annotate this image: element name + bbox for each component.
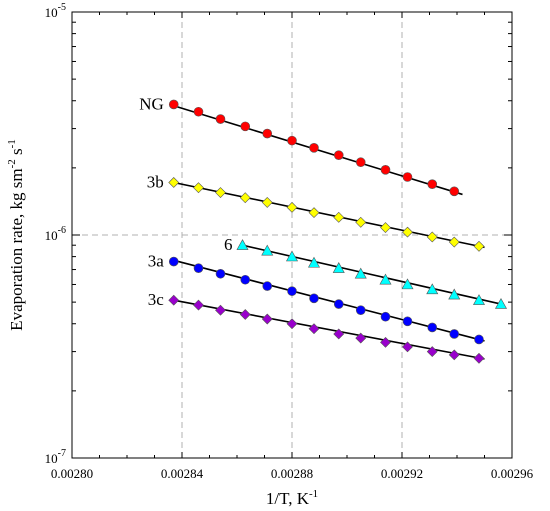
fit-line-6 xyxy=(242,244,502,305)
point-3a xyxy=(333,299,344,309)
series-label-3a: 3a xyxy=(148,252,165,271)
point-6 xyxy=(236,239,249,250)
point-3a xyxy=(380,311,391,322)
point-3b xyxy=(193,182,204,194)
fit-lines xyxy=(173,104,502,360)
point-3a xyxy=(309,293,319,304)
point-3a xyxy=(215,268,226,279)
grid-lines xyxy=(72,12,512,458)
point-ng xyxy=(287,135,297,146)
point-ng xyxy=(427,179,438,189)
point-ng xyxy=(449,186,460,197)
point-3c xyxy=(215,304,226,316)
y-tick-label: 10-5 xyxy=(45,2,66,20)
point-3c xyxy=(193,299,204,311)
y-tick-label: 10-7 xyxy=(45,448,66,466)
point-3b xyxy=(308,207,320,219)
point-3b xyxy=(426,231,438,243)
x-axis-title-main: 1/T, K xyxy=(266,489,310,508)
point-6 xyxy=(285,250,299,262)
x-axis-title-sup: -1 xyxy=(309,488,318,500)
point-3a xyxy=(427,322,438,333)
point-3c xyxy=(426,346,438,358)
point-6 xyxy=(448,288,461,300)
point-3c xyxy=(402,341,413,353)
point-3b xyxy=(168,177,180,188)
point-3a xyxy=(193,263,204,273)
point-ng xyxy=(333,150,344,160)
point-3c xyxy=(239,309,251,320)
point-ng xyxy=(355,157,366,168)
series-label-6: 6 xyxy=(224,235,233,254)
point-3a xyxy=(287,286,297,296)
point-ng xyxy=(193,106,204,117)
point-3b xyxy=(239,192,251,204)
point-6 xyxy=(401,278,414,290)
x-tick-label: 0.00284 xyxy=(161,466,204,481)
point-3b xyxy=(333,211,345,223)
point-3a xyxy=(262,281,273,291)
y-axis-title-mid: s xyxy=(7,148,26,159)
point-3a xyxy=(449,329,460,339)
data-points xyxy=(168,99,508,364)
point-3c xyxy=(355,332,367,344)
point-ng xyxy=(168,99,179,110)
point-3c xyxy=(380,336,391,348)
x-tick-label: 0.00296 xyxy=(491,466,534,481)
series-label-3c: 3c xyxy=(148,290,165,309)
point-3b xyxy=(380,222,391,233)
y-axis-title-main: Evaporation rate, kg sm xyxy=(7,168,26,330)
point-6 xyxy=(494,297,508,309)
y-axis-title-sup1: -2 xyxy=(6,159,18,168)
y-axis-title-sup2: -1 xyxy=(6,139,18,148)
point-ng xyxy=(240,121,251,132)
point-6 xyxy=(354,267,367,279)
series-labels: NG 3b 6 3a 3c xyxy=(139,94,232,309)
point-3c xyxy=(448,349,460,361)
point-3c xyxy=(333,328,345,340)
point-3b xyxy=(355,216,367,228)
point-3b xyxy=(215,187,226,198)
point-3a xyxy=(402,316,413,327)
point-3a xyxy=(474,334,484,345)
x-tick-label: 0.00280 xyxy=(51,466,93,481)
point-3b xyxy=(286,201,298,213)
y-tick-label: 10-6 xyxy=(45,225,66,243)
series-label-3b: 3b xyxy=(147,172,164,191)
point-6 xyxy=(332,262,345,273)
point-3a xyxy=(240,274,251,285)
point-3c xyxy=(168,294,180,306)
point-6 xyxy=(307,256,321,268)
point-3c xyxy=(308,323,320,335)
point-6 xyxy=(472,294,486,305)
point-3c xyxy=(261,313,273,325)
point-3c xyxy=(286,318,298,330)
point-3a xyxy=(355,305,366,316)
point-6 xyxy=(379,273,392,285)
point-3c xyxy=(473,352,485,364)
point-ng xyxy=(215,114,226,124)
point-3b xyxy=(402,226,413,238)
x-tick-label: 0.00292 xyxy=(381,466,423,481)
series-label-ng: NG xyxy=(139,94,164,113)
point-6 xyxy=(261,244,274,256)
y-axis-title: Evaporation rate, kg sm-2 s-1 xyxy=(6,139,26,331)
point-3b xyxy=(473,240,485,252)
point-ng xyxy=(262,128,273,139)
x-axis-title: 1/T, K-1 xyxy=(266,488,318,508)
axis-ticks: 0.00280 0.00284 0.00288 0.00292 0.00296 10-7 1… xyxy=(45,2,534,481)
point-3a xyxy=(168,256,179,267)
point-ng xyxy=(380,165,391,175)
x-tick-label: 0.00288 xyxy=(271,466,313,481)
point-6 xyxy=(426,283,439,295)
point-ng xyxy=(309,143,319,153)
point-3b xyxy=(448,236,460,248)
point-ng xyxy=(402,172,413,182)
point-3b xyxy=(261,196,273,208)
